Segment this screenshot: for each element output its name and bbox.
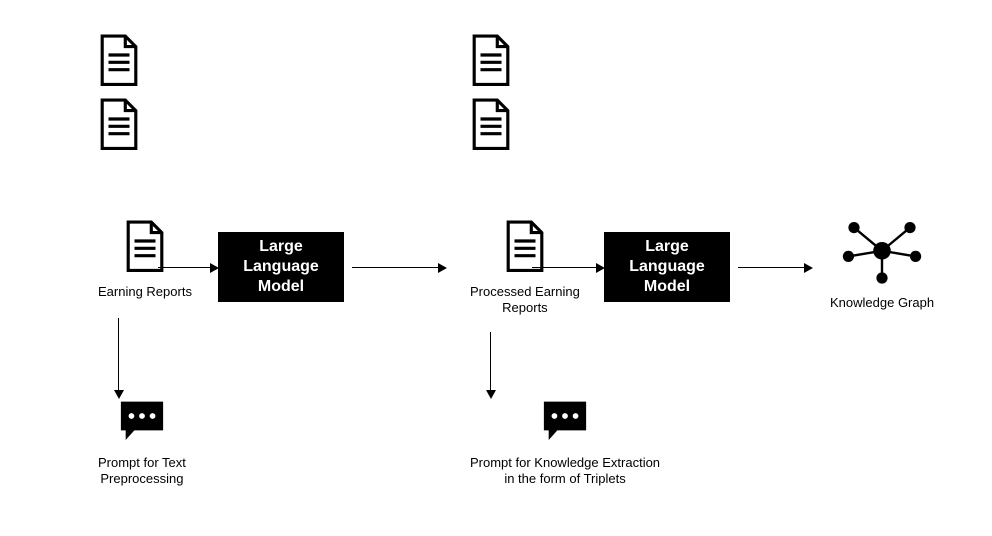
knowledge-graph-node: Knowledge Graph (830, 218, 934, 311)
arrow-head-icon (596, 263, 605, 273)
document-icon (98, 34, 140, 161)
earning-reports-label: Earning Reports (98, 284, 192, 300)
prompt-extract-label: Prompt for Knowledge Extractionin the fo… (470, 455, 660, 488)
arrow (118, 318, 119, 390)
arrow-head-icon (804, 263, 813, 273)
prompt-extract-node: Prompt for Knowledge Extractionin the fo… (470, 398, 660, 487)
arrow-head-icon (486, 390, 496, 399)
document-icon (124, 220, 166, 278)
earning-reports-node: Earning Reports (98, 220, 192, 300)
arrow (738, 267, 804, 268)
speech-icon (118, 398, 166, 449)
processed-reports-node: Processed EarningReports (470, 220, 580, 316)
arrow-head-icon (210, 263, 219, 273)
prompt-preprocess-node: Prompt for TextPreprocessing (98, 398, 186, 487)
llm-1-text: LargeLanguageModel (243, 237, 319, 297)
prompt-preprocess-label: Prompt for TextPreprocessing (98, 455, 186, 488)
arrow-head-icon (438, 263, 447, 273)
document-icon (504, 220, 546, 278)
document-icon (470, 34, 512, 161)
arrow-head-icon (114, 390, 124, 399)
llm-box-2: LargeLanguageModel (604, 232, 730, 302)
arrow (352, 267, 438, 268)
arrow (490, 332, 491, 390)
llm-2-text: LargeLanguageModel (629, 237, 705, 297)
processed-reports-label: Processed EarningReports (470, 284, 580, 317)
speech-icon (541, 398, 589, 449)
docs-stack-1 (98, 34, 140, 161)
llm-box-1: LargeLanguageModel (218, 232, 344, 302)
docs-stack-2 (470, 34, 512, 161)
arrow (532, 267, 596, 268)
graph-icon (842, 218, 922, 289)
arrow (158, 267, 210, 268)
knowledge-graph-label: Knowledge Graph (830, 295, 934, 311)
